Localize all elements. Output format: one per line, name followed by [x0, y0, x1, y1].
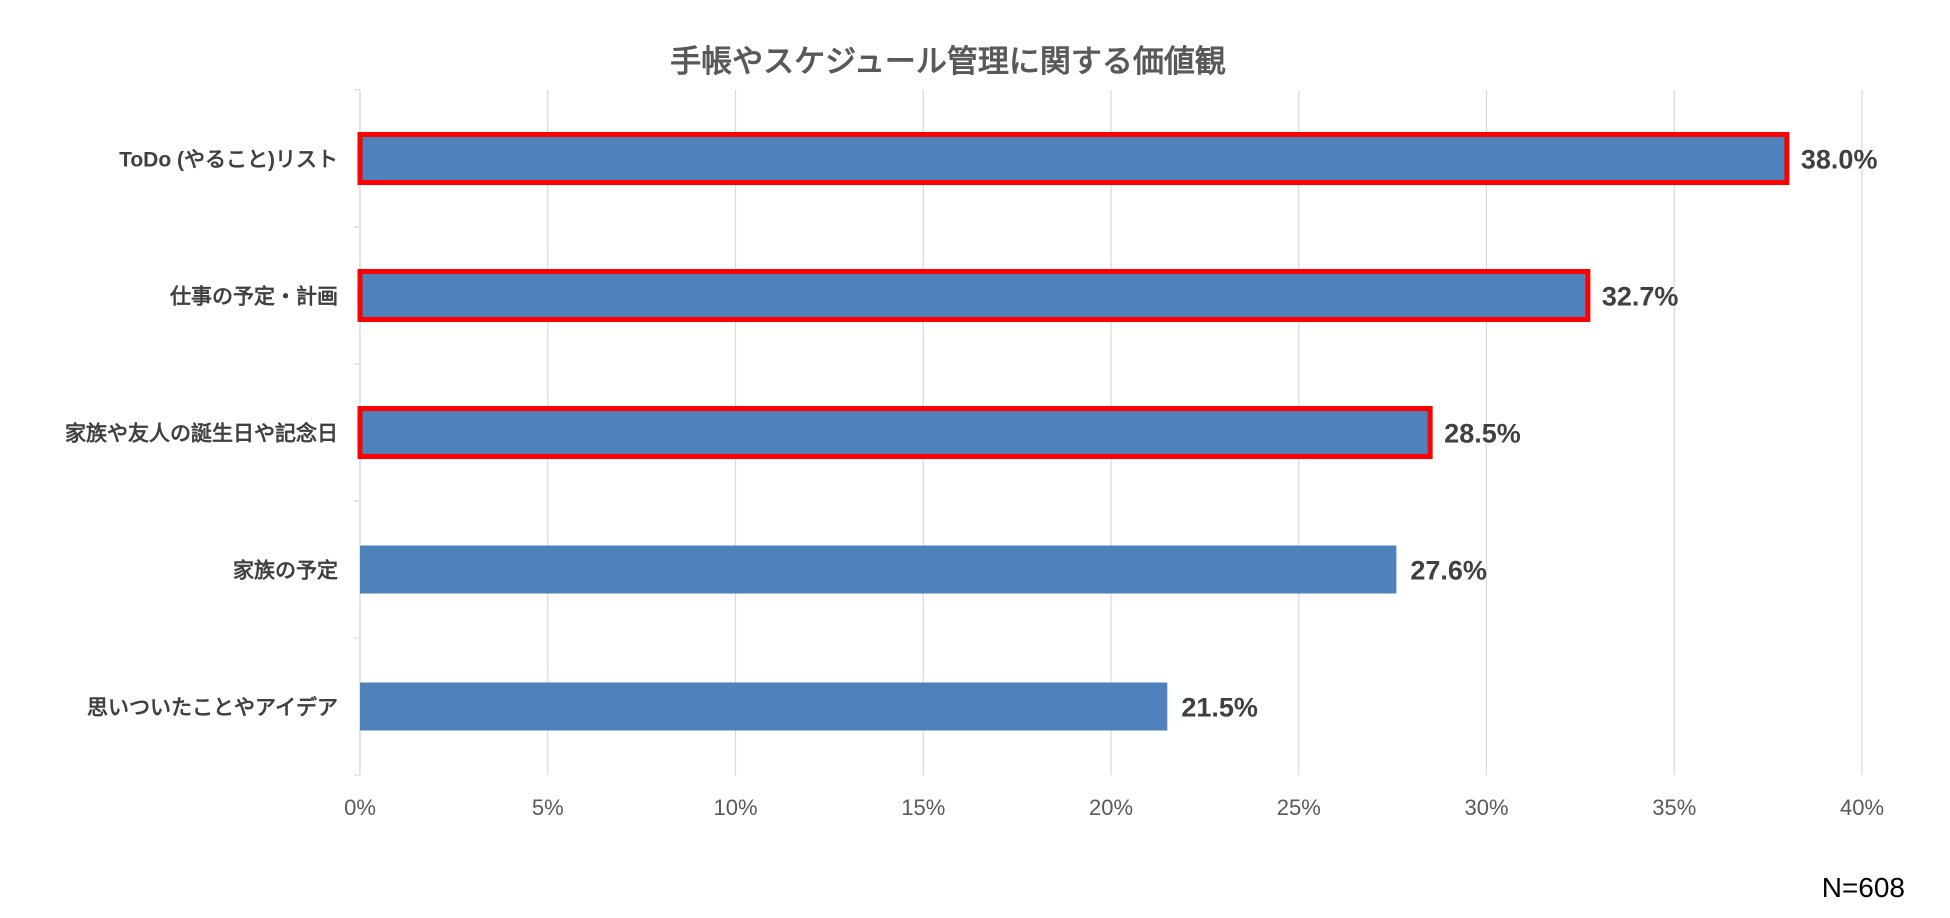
- x-tick-label: 15%: [901, 795, 945, 820]
- category-label: ToDo (やること)リスト: [119, 149, 338, 172]
- x-tick-label: 35%: [1652, 795, 1696, 820]
- bar: [360, 545, 1397, 594]
- data-label: 27.6%: [1410, 556, 1487, 586]
- x-tick-label: 25%: [1277, 795, 1321, 820]
- category-label: 家族や友人の誕生日や記念日: [65, 422, 338, 446]
- x-tick-label: 5%: [532, 795, 564, 820]
- data-label: 28.5%: [1444, 419, 1521, 449]
- x-tick-label: 10%: [713, 795, 757, 820]
- bar: [357, 406, 1433, 459]
- category-label: 思いついたことやアイデア: [87, 696, 338, 720]
- category-label: 家族の予定: [233, 559, 338, 583]
- x-tick-label: 20%: [1089, 795, 1133, 820]
- chart-title: 手帳やスケジュール管理に関する価値観: [670, 44, 1226, 79]
- x-tick-label: 0%: [344, 795, 376, 820]
- x-tick-label: 30%: [1464, 795, 1508, 820]
- sample-size-note: N=608: [1822, 872, 1905, 903]
- bar: [360, 682, 1168, 731]
- data-label: 38.0%: [1801, 145, 1878, 175]
- bar: [357, 132, 1790, 185]
- data-label: 21.5%: [1181, 693, 1258, 723]
- category-label: 仕事の予定・計画: [169, 285, 338, 309]
- x-tick-label: 40%: [1840, 795, 1884, 820]
- data-label: 32.7%: [1602, 282, 1679, 312]
- bar: [357, 269, 1591, 322]
